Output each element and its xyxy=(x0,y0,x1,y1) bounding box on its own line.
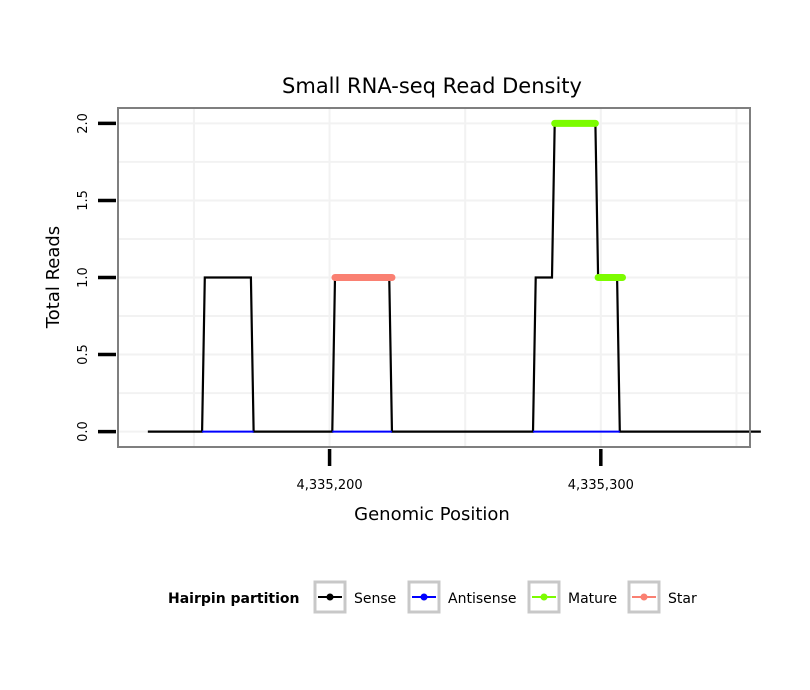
legend-key-dot xyxy=(326,593,334,601)
legend-label: Antisense xyxy=(448,591,517,607)
legend-key-dot xyxy=(640,593,648,601)
legend-item-star: Star xyxy=(627,580,697,614)
legend-key-dot xyxy=(540,593,548,601)
y-tick-label: 1.5 xyxy=(76,190,91,211)
y-tick-label: 1.0 xyxy=(76,267,91,288)
legend-key-box xyxy=(527,580,561,614)
x-tick-label: 4,335,300 xyxy=(568,478,634,493)
legend-key-dot xyxy=(420,593,428,601)
y-tick-label: 2.0 xyxy=(76,113,91,134)
y-axis-title: Total Reads xyxy=(43,226,64,329)
series-layer xyxy=(147,119,761,433)
legend-label: Mature xyxy=(568,591,617,607)
y-axis-ticks: 0.0 0.5 1.0 1.5 2.0 xyxy=(76,113,116,442)
chart-title: Small RNA-seq Read Density xyxy=(282,74,582,98)
x-axis-title: Genomic Position xyxy=(354,504,510,525)
legend-item-antisense: Antisense xyxy=(407,580,517,614)
x-tick-label: 4,335,200 xyxy=(296,478,362,493)
legend-item-mature: Mature xyxy=(527,580,617,614)
legend-title: Hairpin partition xyxy=(168,591,299,607)
legend: Hairpin partition Sense Antisense Mature St… xyxy=(168,580,697,614)
plot-panel-border xyxy=(117,107,751,448)
y-tick-label: 0.0 xyxy=(76,421,91,442)
legend-label: Sense xyxy=(354,591,396,607)
y-tick-label: 0.5 xyxy=(76,344,91,365)
x-axis-ticks: 4,335,200 4,335,300 xyxy=(296,449,634,493)
legend-label: Star xyxy=(668,591,697,607)
legend-item-sense: Sense xyxy=(313,580,396,614)
